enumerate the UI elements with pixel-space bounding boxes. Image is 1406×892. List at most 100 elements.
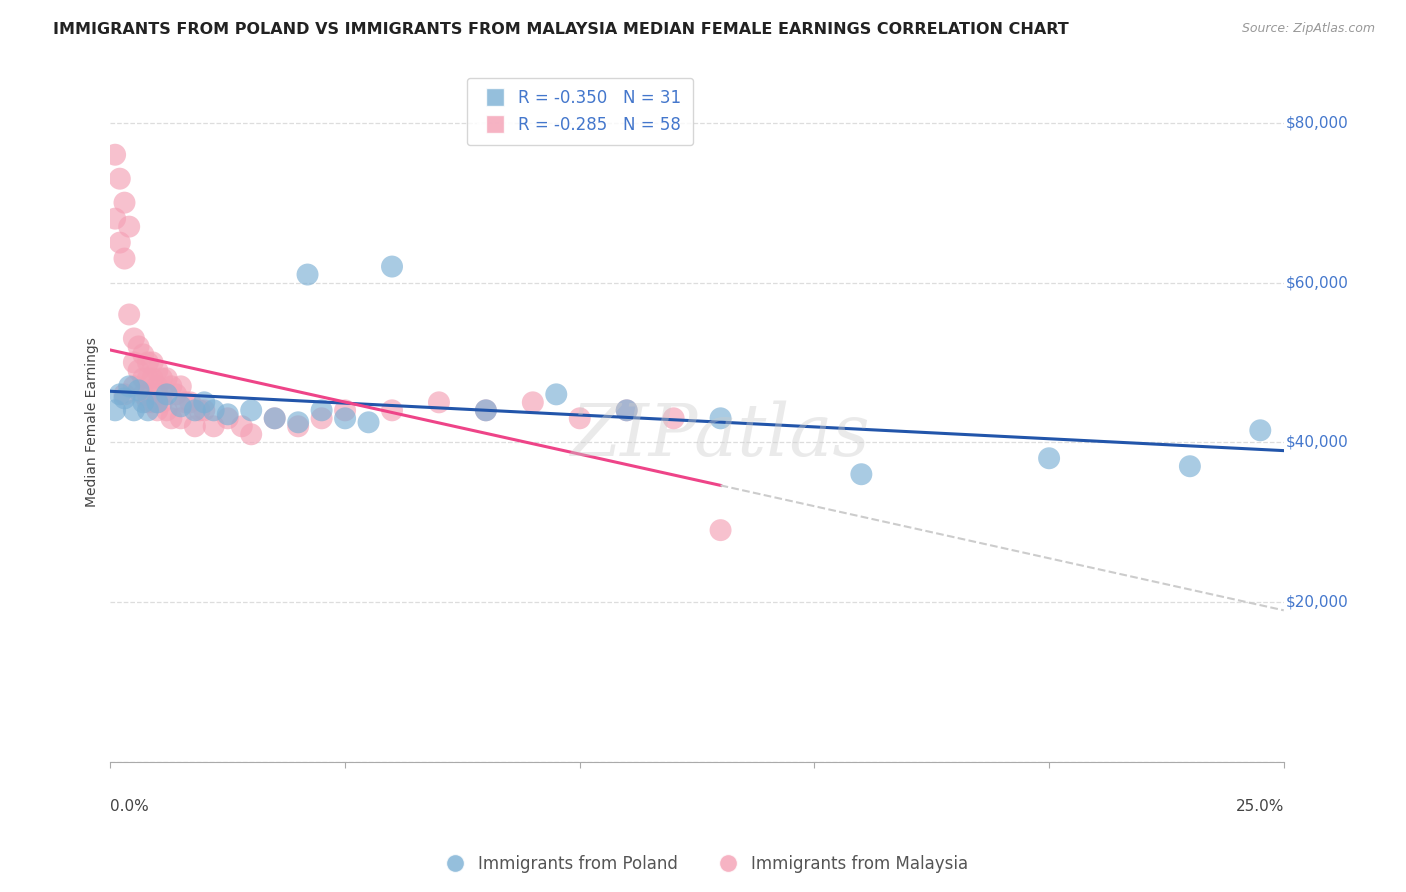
Point xyxy=(128,339,150,353)
Point xyxy=(174,395,197,409)
Point xyxy=(662,411,685,425)
Point xyxy=(217,407,239,421)
Point xyxy=(156,387,179,401)
Point xyxy=(104,147,127,161)
Point xyxy=(202,419,225,434)
Point xyxy=(709,523,731,537)
Point xyxy=(122,403,145,417)
Point xyxy=(128,384,150,398)
Point xyxy=(287,415,309,429)
Point xyxy=(136,355,159,369)
Point xyxy=(184,403,207,417)
Point xyxy=(240,427,263,442)
Point xyxy=(114,387,136,401)
Point xyxy=(184,419,207,434)
Point xyxy=(287,419,309,434)
Point xyxy=(263,411,285,425)
Text: 0.0%: 0.0% xyxy=(111,799,149,814)
Point xyxy=(150,395,173,409)
Point xyxy=(1178,459,1201,474)
Point xyxy=(170,379,193,393)
Point xyxy=(132,347,155,361)
Point xyxy=(381,260,404,274)
Point xyxy=(118,379,141,393)
Point xyxy=(546,387,568,401)
Y-axis label: Median Female Earnings: Median Female Earnings xyxy=(86,337,100,508)
Point xyxy=(475,403,498,417)
Point xyxy=(132,387,155,401)
Point xyxy=(165,387,187,401)
Point xyxy=(381,403,404,417)
Point xyxy=(170,411,193,425)
Point xyxy=(1038,451,1060,466)
Point xyxy=(146,395,169,409)
Point xyxy=(231,419,253,434)
Point xyxy=(122,331,145,345)
Point xyxy=(179,395,201,409)
Point xyxy=(202,403,225,417)
Point xyxy=(263,411,285,425)
Point xyxy=(616,403,638,417)
Point xyxy=(709,411,731,425)
Text: ZIPatlas: ZIPatlas xyxy=(571,401,870,471)
Point xyxy=(104,403,127,417)
Point xyxy=(108,171,131,186)
Text: $80,000: $80,000 xyxy=(1286,115,1348,130)
Point xyxy=(357,415,380,429)
Legend: Immigrants from Poland, Immigrants from Malaysia: Immigrants from Poland, Immigrants from … xyxy=(432,848,974,880)
Point xyxy=(136,371,159,385)
Point xyxy=(108,387,131,401)
Point xyxy=(128,363,150,377)
Point xyxy=(108,235,131,250)
Point xyxy=(118,219,141,234)
Point xyxy=(122,355,145,369)
Point xyxy=(311,411,333,425)
Text: Source: ZipAtlas.com: Source: ZipAtlas.com xyxy=(1241,22,1375,36)
Point xyxy=(136,387,159,401)
Point xyxy=(146,379,169,393)
Point xyxy=(142,371,165,385)
Point xyxy=(150,371,173,385)
Point xyxy=(522,395,544,409)
Point xyxy=(142,355,165,369)
Point xyxy=(297,268,319,282)
Point xyxy=(114,252,136,266)
Text: $20,000: $20,000 xyxy=(1286,595,1348,609)
Point xyxy=(142,395,165,409)
Point xyxy=(132,395,155,409)
Point xyxy=(160,379,183,393)
Legend: R = -0.350   N = 31, R = -0.285   N = 58: R = -0.350 N = 31, R = -0.285 N = 58 xyxy=(467,78,693,145)
Text: $40,000: $40,000 xyxy=(1286,434,1348,450)
Point xyxy=(427,395,450,409)
Point xyxy=(475,403,498,417)
Point xyxy=(217,411,239,425)
Point xyxy=(104,211,127,226)
Text: IMMIGRANTS FROM POLAND VS IMMIGRANTS FROM MALAYSIA MEDIAN FEMALE EARNINGS CORREL: IMMIGRANTS FROM POLAND VS IMMIGRANTS FRO… xyxy=(53,22,1069,37)
Point xyxy=(136,403,159,417)
Point xyxy=(160,411,183,425)
Point xyxy=(240,403,263,417)
Point xyxy=(1249,423,1271,437)
Point xyxy=(114,195,136,210)
Text: $60,000: $60,000 xyxy=(1286,275,1348,290)
Point xyxy=(851,467,873,482)
Point xyxy=(114,392,136,406)
Point xyxy=(146,403,169,417)
Point xyxy=(156,371,179,385)
Point xyxy=(311,403,333,417)
Point xyxy=(188,403,211,417)
Text: 25.0%: 25.0% xyxy=(1236,799,1284,814)
Point xyxy=(132,371,155,385)
Point xyxy=(146,387,169,401)
Point xyxy=(156,403,179,417)
Point xyxy=(616,403,638,417)
Point xyxy=(146,363,169,377)
Point xyxy=(193,395,215,409)
Point xyxy=(118,308,141,322)
Point xyxy=(193,403,215,417)
Point xyxy=(122,379,145,393)
Point xyxy=(568,411,591,425)
Point xyxy=(170,400,193,414)
Point xyxy=(136,395,159,409)
Point xyxy=(333,411,356,425)
